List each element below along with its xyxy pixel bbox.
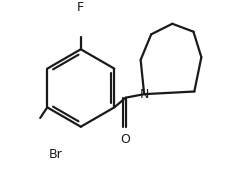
Text: F: F <box>77 1 84 14</box>
Text: O: O <box>120 133 130 146</box>
Text: Br: Br <box>48 148 62 161</box>
Text: N: N <box>139 88 148 101</box>
